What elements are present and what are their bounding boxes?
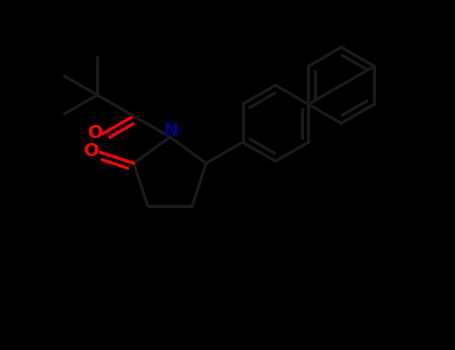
Text: N: N — [163, 122, 178, 140]
Text: O: O — [87, 124, 102, 142]
Text: O: O — [83, 142, 99, 160]
